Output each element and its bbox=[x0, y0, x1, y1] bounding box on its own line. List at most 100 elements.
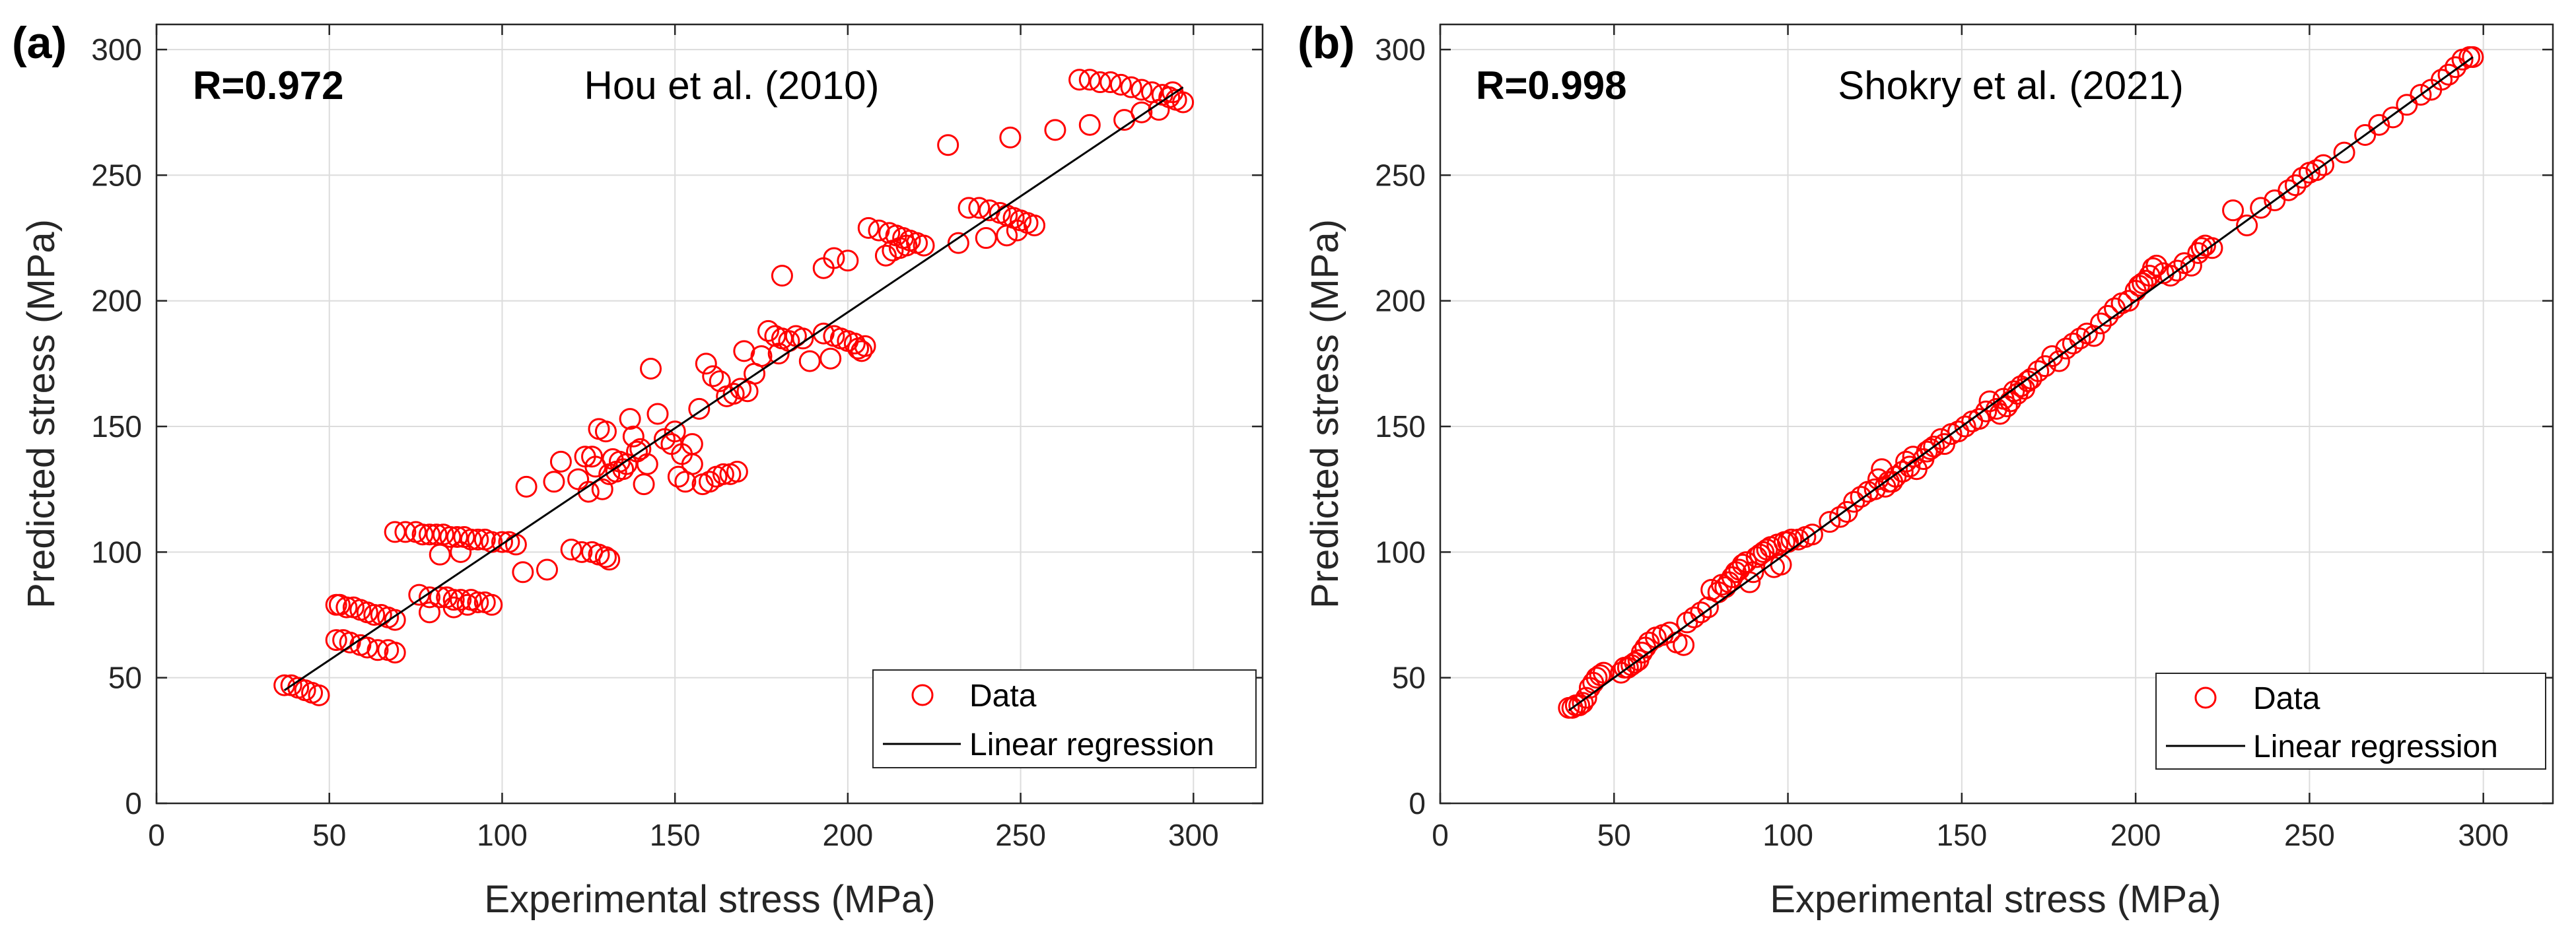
x-tick-label: 0 bbox=[1432, 818, 1449, 852]
data-point bbox=[446, 526, 468, 549]
data-point bbox=[868, 219, 890, 242]
data-point bbox=[2166, 259, 2188, 282]
data-point bbox=[1850, 486, 1872, 508]
data-point bbox=[2333, 141, 2355, 164]
data-point bbox=[467, 528, 489, 551]
x-tick-label: 100 bbox=[1762, 818, 1813, 852]
data-point bbox=[1954, 415, 1976, 438]
data-point bbox=[874, 244, 897, 267]
axis-ticks: 0 50 100 150 200 250 300 0 50 100 150 200 250 300 bbox=[91, 24, 1263, 852]
x-tick-label: 150 bbox=[1936, 818, 1987, 852]
data-point bbox=[549, 450, 572, 473]
data-point bbox=[667, 465, 689, 488]
x-tick-label: 200 bbox=[2110, 818, 2161, 852]
legend-label-regression: Linear regression bbox=[969, 727, 1214, 762]
data-point bbox=[2048, 350, 2070, 372]
panel-label: (b) bbox=[1298, 18, 1355, 68]
data-point bbox=[2190, 237, 2213, 259]
data-point bbox=[843, 332, 866, 354]
data-point bbox=[1690, 601, 1712, 624]
data-point bbox=[394, 521, 417, 543]
data-point bbox=[2027, 360, 2050, 382]
correlation-label: R=0.998 bbox=[1476, 63, 1627, 108]
data-point bbox=[1923, 435, 1945, 457]
regression-lines bbox=[283, 86, 1184, 691]
data-point bbox=[854, 335, 876, 357]
data-point bbox=[975, 227, 997, 250]
data-point bbox=[273, 674, 296, 696]
data-point bbox=[798, 350, 821, 372]
data-point bbox=[1109, 73, 1132, 96]
data-point bbox=[584, 455, 607, 478]
data-point bbox=[442, 589, 465, 611]
data-point bbox=[895, 234, 918, 257]
data-point bbox=[622, 425, 644, 448]
data-point bbox=[681, 433, 703, 455]
y-tick-label: 50 bbox=[108, 661, 142, 695]
data-point bbox=[467, 591, 489, 613]
chart-title: Shokry et al. (2021) bbox=[1838, 63, 2184, 108]
data-point bbox=[1592, 661, 1615, 684]
data-point bbox=[512, 561, 534, 584]
data-point bbox=[2069, 327, 2091, 350]
data-point bbox=[325, 629, 347, 652]
y-tick-label: 100 bbox=[91, 535, 142, 569]
data-point bbox=[581, 446, 604, 468]
data-point bbox=[1024, 215, 1046, 237]
legend: Data Linear regression bbox=[872, 669, 1257, 768]
data-point bbox=[957, 197, 980, 219]
data-point bbox=[1089, 71, 1111, 94]
x-tick-label: 100 bbox=[477, 818, 528, 852]
data-point bbox=[913, 234, 935, 257]
data-point bbox=[695, 352, 717, 375]
data-point bbox=[1673, 634, 1695, 656]
data-point bbox=[419, 601, 441, 624]
x-tick-label: 300 bbox=[1168, 818, 1219, 852]
data-point bbox=[857, 217, 880, 239]
data-point bbox=[1739, 571, 1761, 593]
data-point bbox=[2180, 254, 2202, 277]
axis-ticks: 0 50 100 150 200 250 300 0 50 100 150 200 250 300 bbox=[1375, 24, 2553, 852]
data-point bbox=[419, 523, 441, 546]
data-point bbox=[2312, 154, 2334, 176]
x-tick-label: 0 bbox=[148, 818, 165, 852]
data-point bbox=[837, 250, 859, 272]
data-point bbox=[646, 403, 669, 425]
data-point bbox=[384, 642, 406, 664]
data-point bbox=[733, 340, 755, 362]
data-point bbox=[442, 596, 465, 619]
data-point bbox=[2291, 166, 2314, 189]
regression-line bbox=[283, 86, 1184, 691]
data-point bbox=[851, 340, 873, 362]
data-point bbox=[2097, 305, 2119, 327]
data-point bbox=[594, 546, 617, 568]
data-point bbox=[1819, 511, 1841, 533]
x-tick-label: 150 bbox=[650, 818, 701, 852]
y-axis-label: Predicted stress (MPa) bbox=[1304, 219, 1346, 609]
y-tick-label: 200 bbox=[91, 284, 142, 318]
data-point bbox=[792, 327, 814, 350]
regression-lines bbox=[1568, 56, 2474, 712]
data-point bbox=[2132, 272, 2154, 294]
data-point bbox=[1162, 81, 1184, 104]
data-point bbox=[308, 684, 330, 706]
y-tick-label: 300 bbox=[1375, 32, 1426, 67]
data-point bbox=[664, 420, 686, 443]
legend-box bbox=[872, 669, 1257, 768]
data-point bbox=[2020, 368, 2042, 390]
data-point bbox=[2431, 69, 2453, 91]
data-point bbox=[702, 365, 724, 387]
data-point bbox=[1120, 76, 1142, 98]
data-point bbox=[1696, 596, 1719, 619]
y-tick-label: 0 bbox=[1409, 786, 1426, 821]
data-point bbox=[1078, 69, 1101, 91]
legend-label-regression: Linear regression bbox=[2253, 729, 2498, 764]
data-point bbox=[2083, 325, 2105, 347]
data-point bbox=[812, 322, 835, 345]
data-point bbox=[629, 438, 652, 460]
data-point bbox=[823, 247, 845, 269]
legend-marker-data bbox=[911, 684, 934, 706]
data-point bbox=[1575, 687, 1597, 709]
data-point bbox=[688, 397, 711, 420]
y-tick-label: 50 bbox=[1392, 661, 1426, 695]
